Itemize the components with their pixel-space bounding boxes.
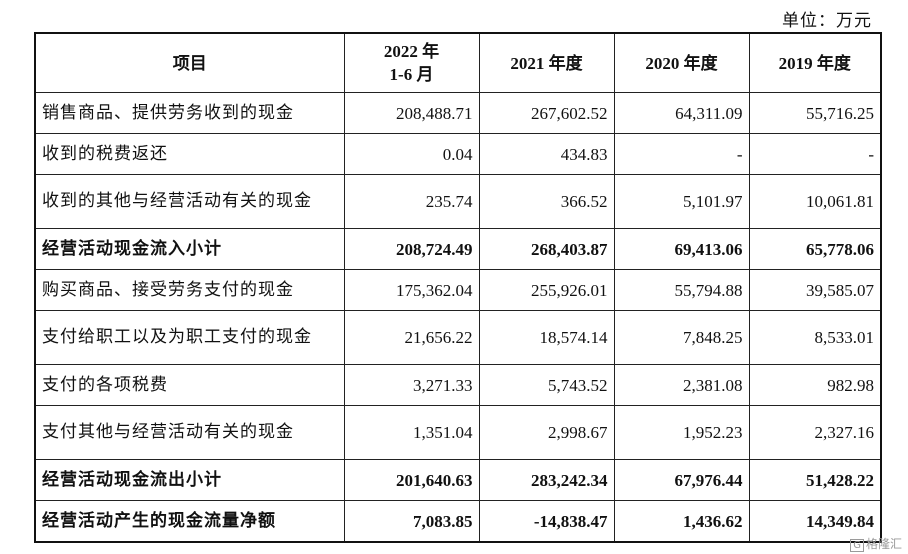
cell-value: 208,724.49 — [343, 228, 480, 270]
row-label: 经营活动产生的现金流量净额 — [34, 500, 345, 543]
table-row-subtotal: 经营活动现金流出小计 201,640.63 283,242.34 67,976.… — [34, 459, 882, 501]
cell-value: 267,602.52 — [478, 92, 615, 134]
cell-value: 67,976.44 — [613, 459, 750, 501]
cell-value: 10,061.81 — [748, 174, 882, 229]
cell-value: 64,311.09 — [613, 92, 750, 134]
cell-value: 55,716.25 — [748, 92, 882, 134]
watermark: G 格隆汇 — [850, 535, 902, 552]
cell-value: 7,083.85 — [343, 500, 480, 543]
header-2022h1-line2: 1-6 月 — [389, 65, 434, 84]
table-row: 支付的各项税费 3,271.33 5,743.52 2,381.08 982.9… — [34, 364, 882, 406]
cell-value: 21,656.22 — [343, 310, 480, 365]
cell-value: 14,349.84 — [748, 500, 882, 543]
cell-value: 18,574.14 — [478, 310, 615, 365]
cell-value: 8,533.01 — [748, 310, 882, 365]
cell-value: 65,778.06 — [748, 228, 882, 270]
table-row: 收到的其他与经营活动有关的现金 235.74 366.52 5,101.97 1… — [34, 174, 882, 229]
table-row: 支付其他与经营活动有关的现金 1,351.04 2,998.67 1,952.2… — [34, 405, 882, 460]
cash-flow-table: 项目 2022 年 1-6 月 2021 年度 2020 年度 2019 年度 … — [34, 32, 882, 543]
header-item: 项目 — [34, 32, 345, 93]
cell-value: 982.98 — [748, 364, 882, 406]
header-2022h1-line1: 2022 年 — [383, 42, 440, 61]
cell-value: 5,743.52 — [478, 364, 615, 406]
cell-value: 0.04 — [343, 133, 480, 175]
cell-value: 1,351.04 — [343, 405, 480, 460]
table-row: 支付给职工以及为职工支付的现金 21,656.22 18,574.14 7,84… — [34, 310, 882, 365]
cell-value: -14,838.47 — [478, 500, 615, 543]
header-2022h1: 2022 年 1-6 月 — [343, 32, 480, 93]
cell-value: 7,848.25 — [613, 310, 750, 365]
cell-value: 3,271.33 — [343, 364, 480, 406]
row-label: 经营活动现金流入小计 — [34, 228, 345, 270]
row-label: 经营活动现金流出小计 — [34, 459, 345, 501]
cell-value: 175,362.04 — [343, 269, 480, 311]
table-header-row: 项目 2022 年 1-6 月 2021 年度 2020 年度 2019 年度 — [34, 32, 882, 93]
row-label: 销售商品、提供劳务收到的现金 — [34, 92, 345, 134]
watermark-logo-icon: G — [850, 539, 864, 552]
cell-value: 235.74 — [343, 174, 480, 229]
row-label: 购买商品、接受劳务支付的现金 — [34, 269, 345, 311]
cell-value: 39,585.07 — [748, 269, 882, 311]
cell-value: 255,926.01 — [478, 269, 615, 311]
unit-label: 单位：万元 — [782, 11, 872, 31]
cell-value: 51,428.22 — [748, 459, 882, 501]
cell-value: 1,436.62 — [613, 500, 750, 543]
cell-value: 201,640.63 — [343, 459, 480, 501]
header-2020: 2020 年度 — [613, 32, 750, 93]
cell-value: - — [748, 133, 882, 175]
cell-value: 434.83 — [478, 133, 615, 175]
table-row-subtotal: 经营活动现金流入小计 208,724.49 268,403.87 69,413.… — [34, 228, 882, 270]
cell-value: 2,998.67 — [478, 405, 615, 460]
cell-value: 366.52 — [478, 174, 615, 229]
cell-value: - — [613, 133, 750, 175]
watermark-text: 格隆汇 — [865, 537, 902, 551]
cell-value: 55,794.88 — [613, 269, 750, 311]
table-row: 收到的税费返还 0.04 434.83 - - — [34, 133, 882, 175]
table-row: 销售商品、提供劳务收到的现金 208,488.71 267,602.52 64,… — [34, 92, 882, 134]
table-row-total: 经营活动产生的现金流量净额 7,083.85 -14,838.47 1,436.… — [34, 500, 882, 543]
cell-value: 2,381.08 — [613, 364, 750, 406]
row-label: 收到的其他与经营活动有关的现金 — [34, 174, 345, 229]
cell-value: 69,413.06 — [613, 228, 750, 270]
cell-value: 208,488.71 — [343, 92, 480, 134]
cell-value: 5,101.97 — [613, 174, 750, 229]
cell-value: 268,403.87 — [478, 228, 615, 270]
cell-value: 1,952.23 — [613, 405, 750, 460]
row-label: 支付给职工以及为职工支付的现金 — [34, 310, 345, 365]
header-2019: 2019 年度 — [748, 32, 882, 93]
header-2021: 2021 年度 — [478, 32, 615, 93]
row-label: 收到的税费返还 — [34, 133, 345, 175]
row-label: 支付其他与经营活动有关的现金 — [34, 405, 345, 460]
row-label: 支付的各项税费 — [34, 364, 345, 406]
cell-value: 2,327.16 — [748, 405, 882, 460]
table-row: 购买商品、接受劳务支付的现金 175,362.04 255,926.01 55,… — [34, 269, 882, 311]
cell-value: 283,242.34 — [478, 459, 615, 501]
